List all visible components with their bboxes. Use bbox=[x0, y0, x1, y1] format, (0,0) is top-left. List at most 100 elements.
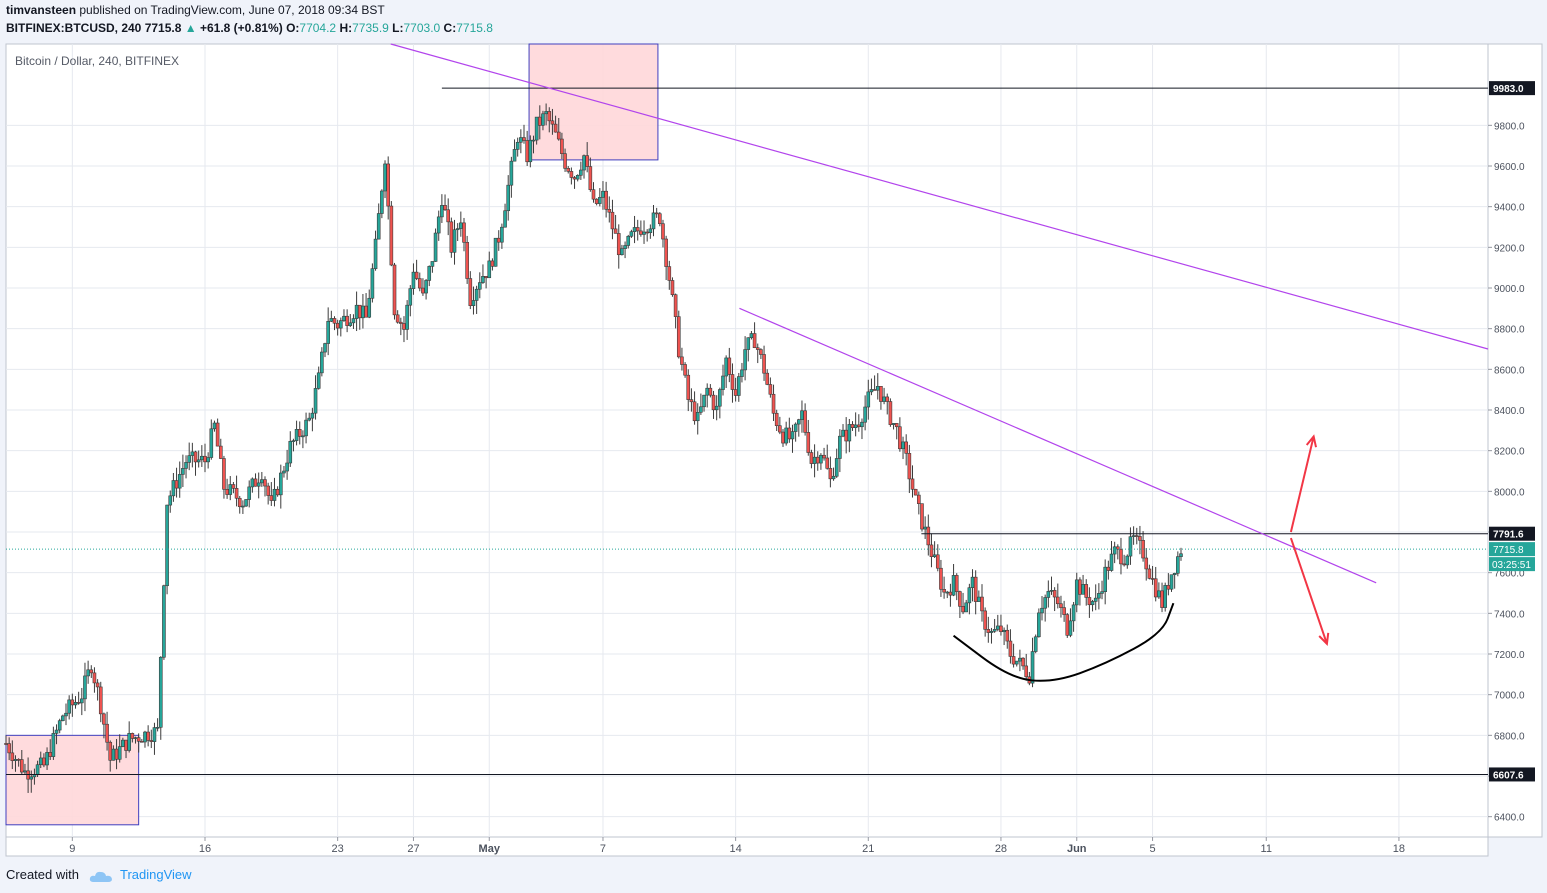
candle-body bbox=[1134, 535, 1139, 537]
candle-body bbox=[402, 323, 406, 330]
time-tick-label: 28 bbox=[995, 843, 1007, 855]
candle-body bbox=[386, 163, 390, 207]
candle-body bbox=[234, 488, 239, 499]
candle-body bbox=[364, 305, 368, 318]
trendline[interactable] bbox=[390, 43, 1489, 350]
time-axis-background[interactable] bbox=[5, 836, 1489, 857]
candle-body bbox=[329, 318, 334, 322]
candle-body bbox=[117, 746, 122, 760]
candle-body bbox=[910, 478, 915, 490]
candle-body bbox=[828, 468, 833, 480]
candle-body bbox=[610, 211, 615, 230]
candle-body bbox=[999, 625, 1003, 633]
candle-body bbox=[193, 451, 198, 463]
rounding-bottom-curve[interactable] bbox=[952, 602, 1175, 682]
candle-body bbox=[509, 160, 514, 186]
candle-body bbox=[168, 495, 173, 506]
tradingview-brand[interactable]: TradingView bbox=[120, 867, 192, 882]
candle-body bbox=[721, 375, 725, 390]
low-label: L: bbox=[392, 21, 404, 35]
candle-body bbox=[313, 388, 318, 414]
candle-body bbox=[421, 287, 425, 294]
price-axis-background[interactable] bbox=[1487, 43, 1543, 838]
candle-body bbox=[872, 389, 877, 391]
candle-body bbox=[692, 401, 697, 422]
candle-body bbox=[825, 457, 830, 469]
candle-body bbox=[626, 235, 631, 246]
candle-body bbox=[819, 454, 823, 464]
candle-body bbox=[718, 389, 722, 407]
candle-body bbox=[181, 468, 185, 475]
candle-body bbox=[124, 739, 128, 751]
candle-body bbox=[433, 232, 438, 262]
author-name[interactable]: timvansteen bbox=[6, 3, 77, 17]
candle-body bbox=[133, 737, 138, 739]
candle-body bbox=[613, 228, 618, 234]
candle-body bbox=[992, 629, 997, 632]
drawings[interactable] bbox=[952, 434, 1330, 682]
arrow-head bbox=[1318, 632, 1330, 647]
direction-arrow[interactable] bbox=[1289, 436, 1315, 533]
candle-body bbox=[724, 357, 728, 377]
candle-body bbox=[228, 484, 233, 495]
candle-body bbox=[332, 318, 337, 324]
candle-body bbox=[967, 587, 972, 604]
change-value: +61.8 (+0.81%) bbox=[199, 21, 283, 35]
candle-body bbox=[462, 222, 466, 243]
trendlines[interactable] bbox=[390, 43, 1489, 584]
candle-body bbox=[689, 399, 694, 403]
horizontal-lines[interactable] bbox=[6, 87, 1488, 775]
candle-body bbox=[676, 316, 681, 358]
candle-body bbox=[424, 280, 428, 294]
candle-body bbox=[528, 139, 533, 163]
candle-body bbox=[642, 231, 646, 235]
candle-body bbox=[414, 271, 419, 279]
candle-body bbox=[866, 391, 871, 408]
candle-body bbox=[200, 455, 204, 461]
candle-body bbox=[1071, 604, 1076, 622]
candle-body bbox=[898, 426, 902, 450]
candle-body bbox=[790, 431, 795, 440]
time-axis: 9 16 23 27 May 7 14 21 28 Jun 5 11 18 bbox=[69, 837, 1405, 855]
trendline[interactable] bbox=[739, 307, 1377, 584]
candle-body bbox=[714, 405, 719, 411]
candle-body bbox=[143, 731, 147, 743]
candle-body bbox=[1169, 574, 1174, 590]
candle-body bbox=[778, 425, 782, 433]
candle-body bbox=[304, 419, 308, 437]
candle-body bbox=[977, 596, 981, 602]
candle-body bbox=[844, 429, 848, 442]
candle-body bbox=[4, 743, 8, 745]
candle-body bbox=[351, 318, 356, 324]
price-tick-label: 6800.0 bbox=[1494, 731, 1525, 742]
candle-body bbox=[891, 423, 896, 425]
candle-body bbox=[809, 452, 814, 464]
candle-body bbox=[152, 727, 157, 742]
candle-body bbox=[1119, 548, 1123, 565]
candle-body bbox=[310, 412, 315, 419]
candle-body bbox=[1144, 557, 1149, 570]
candle-body bbox=[357, 304, 362, 319]
candle-body bbox=[929, 544, 934, 558]
level-label-box bbox=[1489, 526, 1535, 541]
candle-body bbox=[1122, 563, 1126, 566]
candle-body bbox=[35, 764, 40, 775]
candle-body bbox=[885, 396, 890, 402]
candle-body bbox=[601, 190, 605, 198]
candle-body bbox=[594, 198, 599, 204]
supply-demand-zone[interactable] bbox=[528, 43, 659, 161]
direction-arrow[interactable] bbox=[1289, 537, 1328, 645]
chart-area[interactable]: 6400.06600.06800.07000.07200.07400.07600… bbox=[0, 38, 1547, 858]
candle-body bbox=[1033, 636, 1038, 652]
candle-body bbox=[23, 770, 27, 773]
candle-body bbox=[294, 429, 299, 441]
candle-body bbox=[392, 264, 397, 316]
candle-body bbox=[1081, 584, 1085, 595]
candle-body bbox=[651, 212, 656, 230]
candle-body bbox=[673, 294, 678, 317]
price-tick-label: 7400.0 bbox=[1494, 609, 1525, 620]
candle-body bbox=[1059, 603, 1063, 608]
candle-body bbox=[500, 226, 504, 243]
candle-body bbox=[471, 300, 476, 306]
candle-body bbox=[850, 424, 855, 428]
